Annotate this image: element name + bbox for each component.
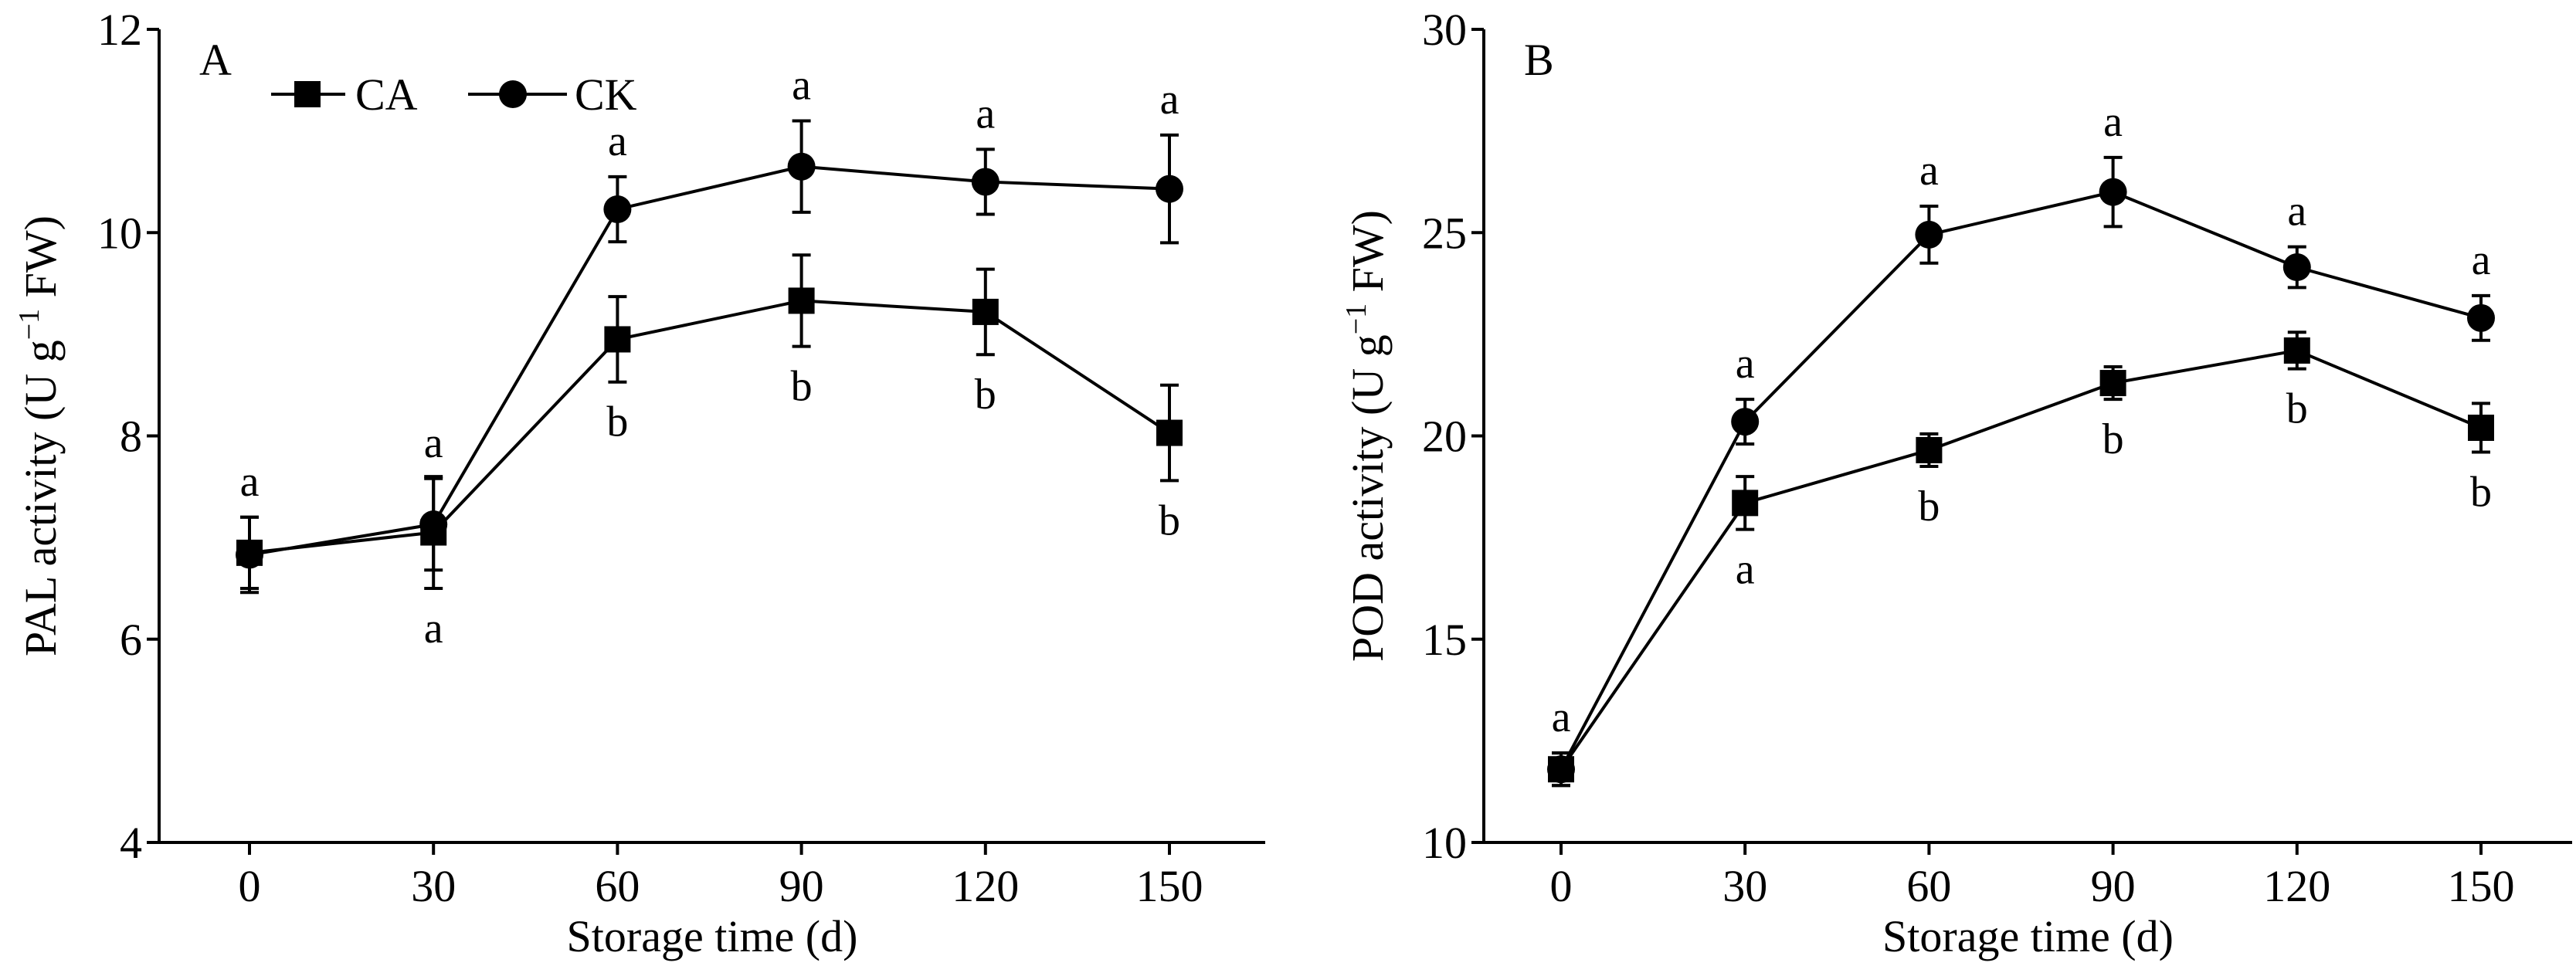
significance-letter: a [1736,340,1755,388]
data-point-circle [1547,755,1575,784]
significance-letter: a [2287,188,2306,236]
legend-label-ca: CA [355,69,418,120]
significance-letter: b [606,398,628,446]
significance-letter: b [1159,497,1180,544]
data-point-square [788,287,815,314]
significance-letter: a [976,90,995,137]
x-tick-label: 120 [2263,861,2330,911]
x-tick-label: 60 [1906,861,1951,911]
data-point-circle [236,541,263,569]
panel-label: A [199,35,232,85]
y-axis-title-end: FW) [15,215,66,309]
x-axis-title: Storage time (d) [567,911,858,961]
legend: CA CK [271,69,637,120]
y-tick-label: 30 [1422,5,1467,55]
panel-b: 10 15 20 25 30 0 30 60 90 120 150 Storage time (d) P… [1340,5,2572,961]
x-tick-label: 150 [2448,861,2515,911]
series-line [1560,348,2482,771]
data-point-circle [2099,178,2127,206]
series-ck: a a a a a a [236,61,1183,595]
x-tick-label: 30 [411,861,456,911]
series-ca: a b b b b [1548,330,2494,788]
series-line [249,164,1170,557]
x-tick-label: 90 [2091,861,2136,911]
y-tick-label: 8 [120,412,142,462]
significance-letter: a [1736,546,1755,594]
series-ck: a a a a a a [1547,98,2495,788]
series-line [249,299,1171,554]
x-tick-label: 30 [1722,861,1767,911]
data-point-circle [1156,175,1183,203]
data-point-circle [419,510,448,539]
significance-letter: a [424,419,443,467]
data-point-circle [2467,303,2495,332]
significance-letter: a [424,605,443,652]
series-ca: a b b b b [236,253,1183,652]
y-axis-title-main: POD activity (U g [1342,334,1393,662]
legend-marker-circle [499,80,527,108]
x-axis-title: Storage time (d) [1882,911,2174,961]
y-axis-title: PAL activity (U g−1 FW) [13,215,66,656]
data-point-circle [1915,220,1943,249]
data-point-square [1156,419,1183,446]
significance-letter: b [791,363,813,411]
y-axis-title-sup: −1 [13,309,46,340]
legend-label-ck: CK [575,69,637,120]
data-point-circle [971,168,1000,196]
y-tick-label: 10 [1422,818,1467,868]
data-point-circle [2282,253,2311,282]
data-point-square [604,326,631,353]
x-tick-label: 90 [779,861,824,911]
x-tick-label: 0 [239,861,261,911]
data-point-circle [1731,408,1760,436]
y-tick-label: 15 [1422,615,1467,665]
y-axis-title: POD activity (U g−1 FW) [1340,210,1393,662]
data-point-circle [787,152,816,181]
y-axis-title-end: FW) [1342,210,1393,303]
series-line [1560,190,2482,771]
significance-letter: b [1918,483,1940,530]
x-tick-label: 120 [952,861,1019,911]
data-point-square [2099,370,2126,397]
y-tick-label: 4 [120,818,142,868]
significance-letter: a [1160,76,1179,124]
data-point-square [2468,414,2494,441]
y-tick-label: 6 [120,615,142,665]
data-point-square [1732,490,1759,517]
significance-letter: a [240,458,260,506]
data-point-circle [603,195,632,223]
significance-letter: b [975,371,996,419]
significance-letter: a [1919,147,1939,195]
y-tick-label: 12 [97,5,142,55]
significance-letter: a [2472,236,2491,284]
y-axis-title-sup: −1 [1340,303,1373,334]
significance-letter: a [792,61,811,109]
legend-marker-square [294,81,321,107]
y-axis-title-main: PAL activity (U g [15,340,66,656]
y-tick-label: 10 [97,208,142,258]
x-tick-label: 0 [1550,861,1573,911]
significance-letter: a [1552,693,1571,741]
data-point-square [972,298,999,325]
y-tick-label: 20 [1422,412,1467,462]
significance-letter: a [608,117,627,165]
y-tick-label: 25 [1422,208,1467,258]
significance-letter: b [2103,415,2124,463]
panel-label: B [1524,35,1554,85]
significance-letter: b [2470,469,2492,517]
significance-letter: a [2103,98,2123,146]
significance-letter: b [2286,385,2308,433]
data-point-square [1916,436,1943,463]
data-point-square [2283,337,2310,364]
x-tick-label: 60 [595,861,640,911]
x-tick-label: 150 [1136,861,1203,911]
